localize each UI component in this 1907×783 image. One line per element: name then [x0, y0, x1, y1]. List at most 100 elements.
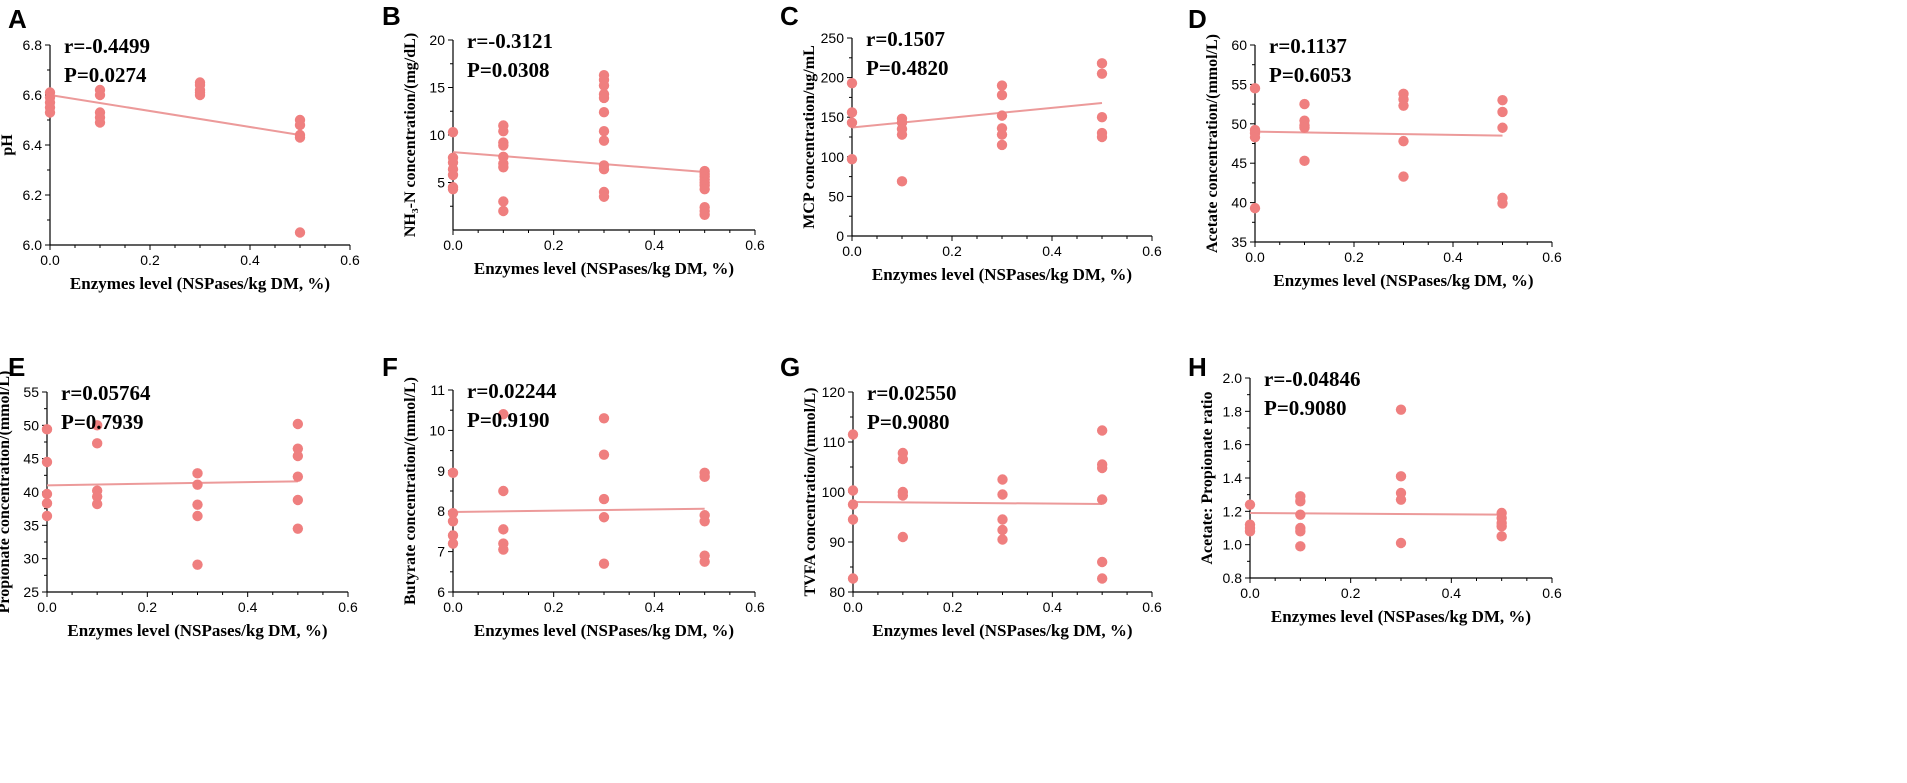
data-point [847, 514, 859, 525]
y-tick-label: 45 [1231, 155, 1247, 171]
y-tick-label: 80 [829, 584, 845, 600]
data-point [996, 139, 1008, 151]
y-tick-label: 250 [821, 30, 845, 46]
data-point [699, 471, 710, 483]
p-value: P=0.9080 [1264, 396, 1347, 420]
data-point [41, 498, 53, 509]
data-point [192, 510, 203, 522]
data-point [292, 418, 304, 430]
data-point [847, 499, 859, 510]
x-tick-label: 0.4 [1042, 243, 1062, 259]
r-value: r=0.02244 [467, 379, 557, 403]
regression-line [49, 94, 301, 136]
data-point [997, 524, 1008, 536]
panel-letter: E [8, 352, 25, 382]
data-point [41, 510, 53, 522]
panel-letter: G [780, 352, 800, 382]
x-axis-label: Enzymes level (NSPases/kg DM, %) [474, 621, 734, 640]
data-point [598, 558, 610, 569]
y-tick-label: 0 [836, 228, 844, 244]
y-tick-label: 6.8 [23, 37, 43, 53]
p-value: P=0.4820 [866, 56, 949, 80]
regression-line [852, 501, 1103, 505]
data-point [1496, 521, 1507, 532]
data-point [1398, 135, 1409, 147]
data-point [1096, 573, 1108, 584]
data-point [498, 205, 509, 217]
data-point [292, 494, 304, 506]
data-point [292, 523, 304, 534]
x-tick-label: 0.0 [37, 599, 57, 615]
data-point [447, 516, 459, 527]
data-point [996, 80, 1008, 91]
r-value: r=0.02550 [867, 381, 957, 405]
y-tick-label: 1.0 [1223, 537, 1243, 553]
data-point [1497, 106, 1508, 118]
data-point [1295, 526, 1306, 537]
data-point [598, 413, 610, 424]
data-point [292, 450, 304, 462]
data-point [1395, 404, 1407, 415]
data-point [598, 80, 610, 91]
y-tick-label: 55 [23, 384, 39, 400]
data-point [846, 153, 858, 165]
data-point [996, 89, 1008, 101]
data-point [846, 117, 858, 128]
data-point [699, 183, 710, 195]
regression-line [46, 480, 298, 487]
x-axis-label: Enzymes level (NSPases/kg DM, %) [1273, 271, 1533, 290]
x-tick-label: 0.6 [1542, 585, 1562, 601]
y-tick-label: 25 [23, 584, 39, 600]
data-point [598, 92, 610, 104]
x-tick-label: 0.6 [338, 599, 358, 615]
data-point [498, 544, 509, 555]
data-point [192, 499, 203, 510]
data-point [294, 132, 306, 143]
data-point [1496, 531, 1507, 542]
data-point [498, 140, 509, 151]
data-point [498, 524, 509, 535]
x-tick-label: 0.6 [1142, 599, 1162, 615]
x-axis-label: Enzymes level (NSPases/kg DM, %) [70, 274, 330, 293]
data-point [1398, 100, 1409, 111]
y-tick-label: 100 [821, 149, 845, 165]
x-axis-label: Enzymes level (NSPases/kg DM, %) [1271, 607, 1531, 626]
panel-b: B 0.0 0.2 0.4 0.6 5 10 15 20 r=-0.3121 P=0.0308 Enz… [382, 1, 765, 278]
panel-letter: B [382, 1, 401, 31]
x-tick-label: 0.0 [40, 252, 60, 268]
y-tick-label: 10 [429, 127, 445, 143]
x-axis-label: Enzymes level (NSPases/kg DM, %) [67, 621, 327, 640]
data-point [1497, 94, 1508, 106]
data-point [292, 443, 304, 454]
y-tick-label: 6 [437, 584, 445, 600]
data-point [498, 162, 509, 173]
data-point [1295, 496, 1306, 507]
data-point [498, 126, 509, 137]
data-point [192, 479, 203, 490]
data-point [699, 556, 710, 567]
x-tick-label: 0.0 [842, 243, 862, 259]
data-point [91, 438, 103, 449]
data-point [498, 485, 509, 497]
y-tick-label: 120 [822, 384, 846, 400]
panel-letter: F [382, 352, 398, 382]
data-point [1096, 68, 1108, 79]
data-point [41, 456, 53, 468]
y-tick-label: 6.0 [23, 237, 43, 253]
y-tick-label: 110 [823, 434, 846, 450]
data-point [447, 183, 459, 195]
data-point [1395, 494, 1407, 505]
data-point [996, 129, 1008, 140]
x-tick-label: 0.6 [745, 599, 765, 615]
panel-a: A 0.0 0.2 0.4 0.6 6.0 6.2 6.4 6.6 6.8 r=-0.4499 P=0… [0, 4, 360, 293]
regression-line [452, 507, 705, 514]
data-point [996, 110, 1008, 121]
panel-letter: H [1188, 352, 1207, 382]
x-tick-label: 0.2 [1344, 249, 1364, 265]
x-tick-label: 0.0 [1245, 249, 1265, 265]
y-tick-label: 100 [822, 484, 846, 500]
x-tick-label: 0.2 [942, 243, 962, 259]
data-point [94, 117, 106, 128]
y-tick-label: 40 [1231, 195, 1247, 211]
x-tick-label: 0.4 [645, 599, 665, 615]
